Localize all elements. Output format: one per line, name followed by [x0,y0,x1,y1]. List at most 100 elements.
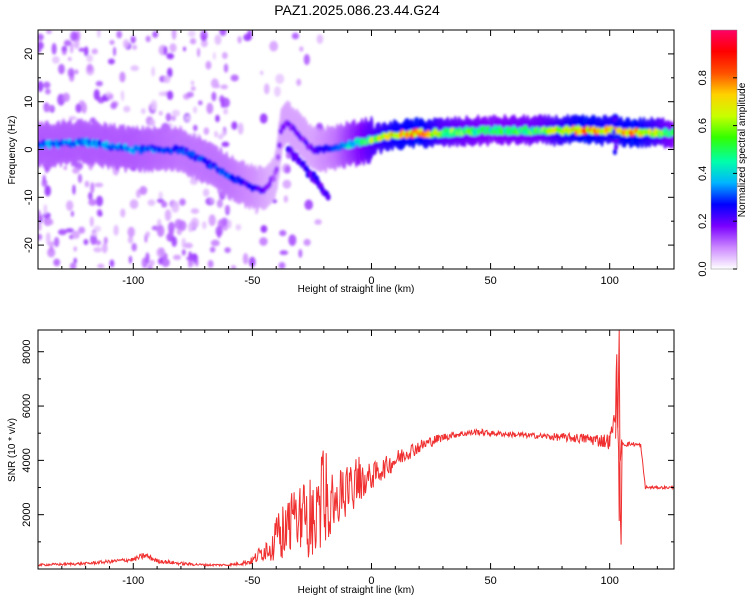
spectrogram-noise-blob [158,110,163,116]
spectrogram-noise-blob [107,58,115,65]
colorbar-gradient [710,29,738,270]
spectrogram-noise-blob [45,232,51,244]
spectrogram-noise-blob [101,242,108,254]
spectrogram-blobs [38,30,674,269]
spectrogram-noise-blob [52,56,60,64]
spectrogram-noise-blob [84,180,90,188]
spectrogram-ridge-blob [275,153,281,161]
spectrogram-noise-blob [260,225,268,233]
spectrogram-disturbance-blob [614,144,619,151]
spectrogram-noise-blob [247,30,253,40]
spectrogram-noise-blob [208,214,216,227]
spectrogram-noise-blob [109,39,115,45]
spectrogram-noise-blob [224,204,231,213]
spectrogram-noise-blob [291,32,300,40]
spectrogram-noise-blob [147,264,153,269]
spectrogram-noise-blob [129,199,139,210]
spectrogram-noise-blob [237,122,244,135]
spectrogram-noise-blob [298,249,303,258]
spectrogram-noise-blob [145,231,150,238]
spectrogram-noise-blob [93,89,100,101]
spectrogram-noise-blob [96,195,104,207]
spectrogram-noise-blob [44,104,54,112]
spectrogram-noise-blob [79,100,85,106]
spectrogram-noise-blob [156,224,165,237]
spectrogram-noise-blob [130,65,139,72]
spectrogram-noise-blob [221,141,230,148]
spectrogram-noise-blob [62,92,70,102]
spectrogram-noise-blob [156,247,166,258]
spectrogram-y-tick-label: 20 [23,48,35,60]
spectrogram-noise-blob [66,200,74,211]
spectrogram-noise-blob [87,191,93,201]
spectrogram-noise-blob [166,52,175,60]
spectrogram-noise-blob [127,235,134,244]
spectrogram-noise-blob [119,71,126,83]
snr-y-tick-label: 6000 [21,394,33,418]
spectrogram-noise-blob [210,239,220,247]
spectrogram-noise-blob [83,239,89,245]
spectrogram-noise-blob [90,182,95,194]
spectrogram-noise-blob [112,46,117,57]
spectrogram-noise-blob [197,100,203,106]
spectrogram-noise-blob [109,259,115,268]
colorbar-tick-label: 0.4 [697,166,709,181]
spectrogram-noise-blob [67,67,75,78]
spectrogram-noise-blob [120,91,124,97]
spectrogram-disturbance-blob [611,128,616,135]
spectrogram-noise-blob [279,229,287,237]
spectrogram-noise-blob [184,115,191,122]
spectrogram-x-axis-label: Height of straight line (km) [298,284,415,295]
spectrogram-noise-blob [128,255,133,264]
spectrogram-noise-blob [192,106,198,114]
spectrogram-noise-blob [58,63,65,75]
spectrogram-noise-blob [70,30,78,42]
snr-x-tick-label: 0 [368,575,374,587]
spectrogram-noise-blob [97,263,105,269]
spectrogram-noise-blob [235,224,242,231]
spectrogram-noise-blob [91,231,98,237]
spectrogram-noise-blob [131,242,137,252]
spectrogram-y-tick-label: -10 [23,189,35,205]
spectrogram-noise-blob [148,259,155,266]
spectrogram-noise-blob [61,45,68,54]
spectrogram-noise-blob [93,246,102,253]
snr-x-tick-label: -50 [244,575,260,587]
spectrogram-noise-blob [53,236,60,248]
spectrogram-noise-blob [168,228,174,237]
spectrogram-noise-blob [210,197,214,203]
spectrogram-noise-blob [57,229,67,236]
spectrogram-noise-blob [190,80,195,86]
snr-x-tick-label: -100 [122,575,144,587]
spectrogram-ridge-blob [271,175,277,183]
spectrogram-disturbance-blob [614,137,619,144]
spectrogram-noise-blob [78,226,86,234]
spectrogram-noise-blob [186,91,194,98]
spectrogram-noise-blob [205,60,212,70]
spectrogram-noise-blob [259,113,268,124]
spectrogram-noise-blob [223,63,229,73]
spectrogram-noise-blob [88,198,97,206]
spectrogram-noise-blob [97,30,101,38]
spectrogram-noise-blob [214,34,222,45]
spectrogram-noise-blob [38,221,42,232]
spectrogram-noise-blob [95,80,103,87]
spectrogram-noise-blob [303,53,310,66]
spectrogram-y-tick-label: -20 [23,237,35,253]
spectrogram-y-tick-label: 0 [23,146,35,152]
spectrogram-noise-blob [72,167,80,174]
spectrogram-noise-blob [190,217,200,229]
spectrogram-noise-blob [169,43,177,53]
spectrogram-noise-blob [158,91,167,97]
page-title: PAZ1.2025.086.23.44.G24 [274,2,440,18]
spectrogram-noise-blob [278,262,286,269]
spectrogram-noise-blob [283,195,288,203]
spectrogram-x-tick-label: -50 [244,275,260,287]
spectrogram-noise-blob [38,41,44,50]
spectrogram-noise-blob [51,42,57,55]
spectrogram-disturbance-blob [613,115,618,122]
spectrogram-noise-blob [161,201,168,208]
spectrogram-noise-blob [299,46,304,52]
spectrogram-noise-blob [120,208,126,218]
